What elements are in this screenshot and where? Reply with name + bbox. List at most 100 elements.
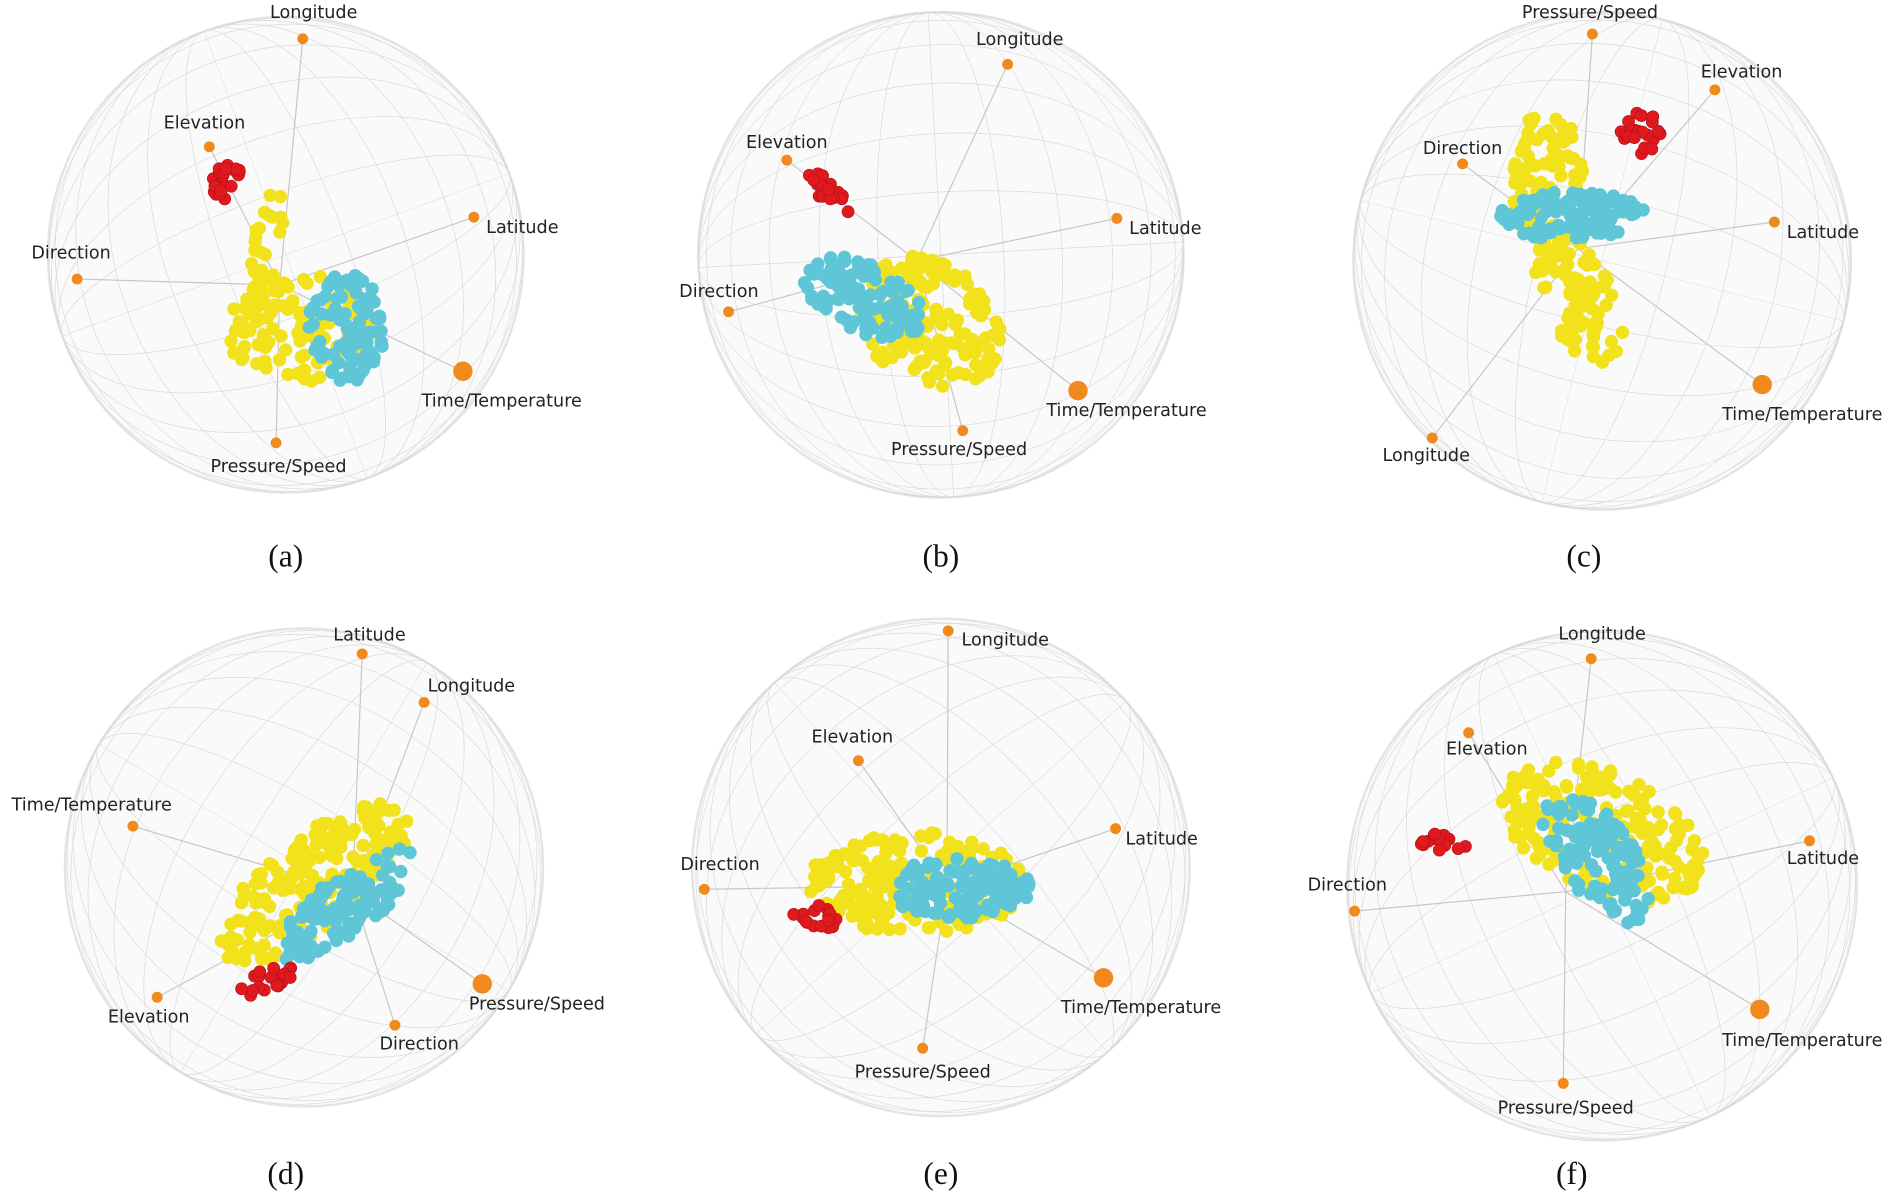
data-point — [1562, 247, 1576, 261]
axis-anchor-dot — [917, 1042, 929, 1054]
sphere-plot-d: Latitude Longitude Time/Temperature Elevati… — [11, 626, 605, 1192]
data-point — [883, 308, 898, 323]
axis-anchor-dot — [723, 306, 735, 318]
data-point — [1537, 281, 1551, 295]
data-point — [224, 334, 238, 348]
data-point — [1616, 193, 1630, 208]
data-point — [931, 906, 945, 920]
data-point — [354, 302, 368, 316]
data-point — [238, 953, 252, 968]
data-point — [921, 921, 935, 935]
axis-label: Longitude — [961, 630, 1048, 650]
axis-label: Pressure/Speed — [855, 1062, 991, 1082]
data-point — [1527, 228, 1541, 242]
axis-anchor-dot — [203, 141, 215, 153]
data-point — [1627, 912, 1641, 926]
data-point — [893, 844, 907, 858]
data-point — [323, 275, 338, 289]
data-point — [254, 942, 268, 956]
axis-anchor-dot — [151, 991, 163, 1003]
data-point — [230, 933, 245, 947]
data-point — [1586, 349, 1600, 364]
data-point — [1690, 853, 1705, 867]
data-point — [861, 258, 876, 272]
data-point — [819, 299, 833, 314]
data-point — [335, 823, 349, 837]
data-point — [1536, 817, 1550, 832]
data-point — [928, 858, 943, 872]
data-point — [251, 287, 265, 302]
data-point — [370, 804, 384, 818]
yellow-cluster — [1528, 224, 1630, 369]
data-point — [1575, 230, 1590, 244]
axis-anchor-dot — [389, 1019, 401, 1031]
data-point — [325, 849, 339, 863]
data-point — [1596, 770, 1611, 784]
data-point — [861, 861, 875, 875]
data-point — [937, 266, 951, 281]
data-point — [1501, 207, 1516, 222]
data-point — [1645, 142, 1659, 156]
data-point — [343, 329, 357, 344]
data-point — [1552, 807, 1566, 822]
data-point — [1626, 788, 1640, 802]
data-point — [275, 883, 290, 897]
axis-line — [1577, 221, 1775, 250]
data-point — [234, 896, 249, 910]
sphere-plot-f: Longitude Elevation Latitude Direction Time/… — [1308, 624, 1883, 1191]
data-point — [1642, 874, 1656, 888]
data-point — [288, 945, 302, 960]
data-point — [1641, 821, 1655, 835]
data-point — [1432, 843, 1446, 857]
data-point — [911, 307, 925, 322]
data-point — [1608, 879, 1623, 894]
axis-anchor-dot — [781, 154, 793, 166]
data-point — [1601, 219, 1616, 233]
data-point — [270, 979, 284, 992]
data-point — [1585, 760, 1599, 774]
data-point — [901, 283, 915, 298]
data-point — [841, 205, 855, 219]
data-point — [387, 803, 401, 817]
data-point — [940, 853, 954, 867]
data-point — [1589, 864, 1603, 878]
axis-anchor-dot — [71, 273, 83, 285]
data-point — [1669, 807, 1683, 822]
data-point — [1597, 269, 1612, 283]
data-point — [922, 375, 936, 389]
data-point — [224, 179, 238, 193]
data-point — [821, 182, 835, 196]
data-point — [803, 263, 817, 278]
data-point — [291, 925, 305, 939]
data-point — [1428, 827, 1442, 841]
axis-anchor-dot — [1111, 212, 1123, 224]
data-point — [804, 884, 818, 899]
red-cluster — [207, 158, 246, 206]
sphere-plot-a: Longitude Elevation Latitude Direction Time/… — [31, 3, 582, 573]
data-point — [958, 348, 972, 362]
axis-label: Time/Temperature — [1045, 401, 1206, 421]
sphere-grid — [697, 10, 1185, 499]
data-point — [302, 927, 317, 941]
data-point — [358, 805, 373, 819]
data-point — [1585, 289, 1599, 304]
data-point — [834, 310, 849, 324]
data-point — [312, 370, 327, 384]
data-point — [365, 816, 379, 831]
axis-anchor-dot — [472, 974, 493, 994]
data-point — [356, 838, 370, 853]
axis-label: Elevation — [1701, 63, 1783, 83]
axis-anchor-dot — [1768, 216, 1780, 228]
data-point — [1571, 761, 1586, 775]
data-point — [822, 914, 835, 927]
red-cluster — [802, 167, 855, 219]
axis-anchor-dot — [1804, 835, 1816, 847]
data-point — [863, 315, 877, 330]
data-point — [893, 922, 907, 936]
data-point — [252, 313, 267, 327]
data-point — [1416, 835, 1430, 848]
data-point — [248, 910, 262, 925]
data-point — [1651, 805, 1665, 819]
panel-caption: (b) — [923, 539, 960, 574]
data-point — [374, 334, 388, 349]
